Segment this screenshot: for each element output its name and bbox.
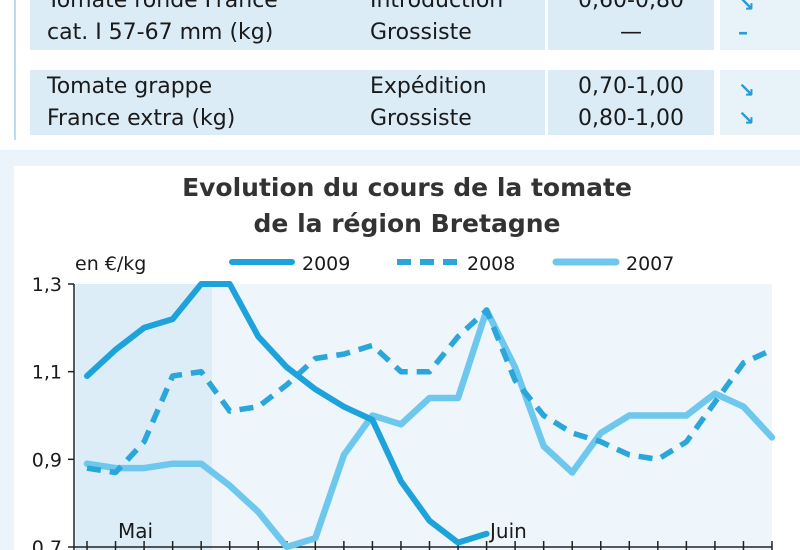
trend-down-icon: ↘: [738, 106, 755, 130]
table-row-band: [30, 0, 545, 50]
period-shade-mai: [76, 284, 212, 550]
trend-band: [720, 70, 800, 135]
chart-title-line1: Evolution du cours de la tomate: [182, 173, 632, 202]
chart-title-line2: de la région Bretagne: [253, 209, 561, 238]
market-stage: Grossiste: [370, 106, 472, 131]
trend-down-icon: ↘: [738, 78, 755, 102]
market-stage: Expédition: [370, 74, 487, 99]
period-label-juin: Juin: [488, 519, 527, 543]
price-range: 0,70-1,00: [578, 74, 684, 99]
price-range: 0,80-1,00: [578, 106, 684, 131]
table-row-band: [30, 70, 545, 135]
y-axis-label: en €/kg: [75, 253, 146, 275]
product-name-line2: France extra (kg): [47, 106, 236, 131]
price-table: Tomate ronde France cat. I 57-67 mm (kg)…: [0, 0, 800, 150]
legend-label-2008: 2008: [467, 253, 515, 275]
price-band: [548, 70, 714, 135]
y-tick-label: 1,3: [32, 274, 62, 296]
trend-band: [720, 0, 800, 50]
product-name-line2: cat. I 57-67 mm (kg): [47, 20, 274, 45]
product-name-line1: Tomate grappe: [47, 74, 213, 99]
series-line-2009: [84, 281, 490, 546]
price-range: —: [620, 20, 642, 45]
y-tick-label: 0,7: [32, 537, 62, 550]
y-tick-label: 0,9: [32, 449, 62, 471]
market-stage: Grossiste: [370, 20, 472, 45]
period-label-mai: Mai: [118, 519, 153, 543]
chart-panel: Evolution du cours de la tomate de la ré…: [0, 150, 800, 550]
product-name-line1: Tomate ronde France: [47, 0, 278, 13]
trend-flat-icon: –: [738, 20, 748, 44]
table-left-rule: [14, 0, 16, 140]
y-tick-label: 1,1: [32, 362, 62, 384]
line-chart: 1,3 1,1 0,9 0,7 en €/kg Mai Juin 2009 2008 2007: [32, 253, 776, 550]
trend-down-icon: ↘: [738, 0, 755, 16]
legend-label-2009: 2009: [302, 253, 350, 275]
series-line-2008: [86, 307, 774, 476]
series-line-2007: [83, 307, 776, 550]
price-band: [548, 0, 714, 50]
market-stage: Introduction: [370, 0, 504, 13]
legend-label-2007: 2007: [626, 253, 674, 275]
chart-title: Evolution du cours de la tomate de la ré…: [14, 170, 800, 242]
price-range: 0,60-0,80: [578, 0, 684, 13]
